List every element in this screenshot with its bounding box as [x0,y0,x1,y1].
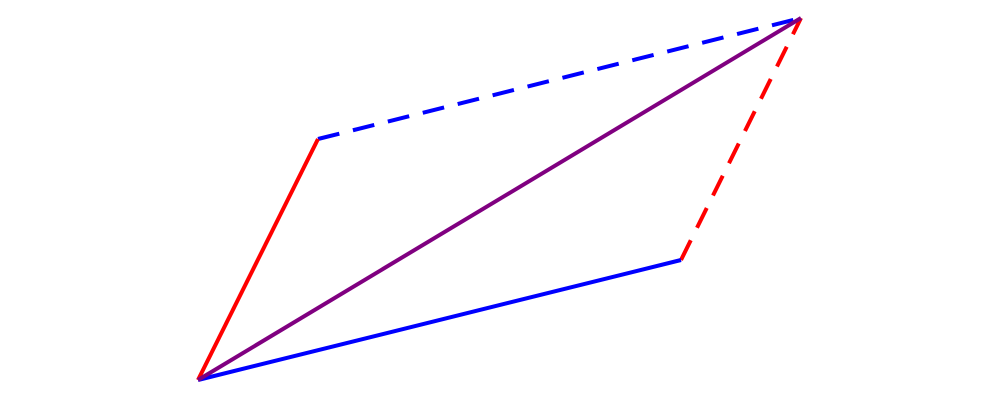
resultant-vector [196,16,803,382]
dashed-red-vector [679,17,803,261]
blue-vector [197,258,682,382]
dashed-blue-vector [317,16,802,141]
red-vector [196,138,320,381]
